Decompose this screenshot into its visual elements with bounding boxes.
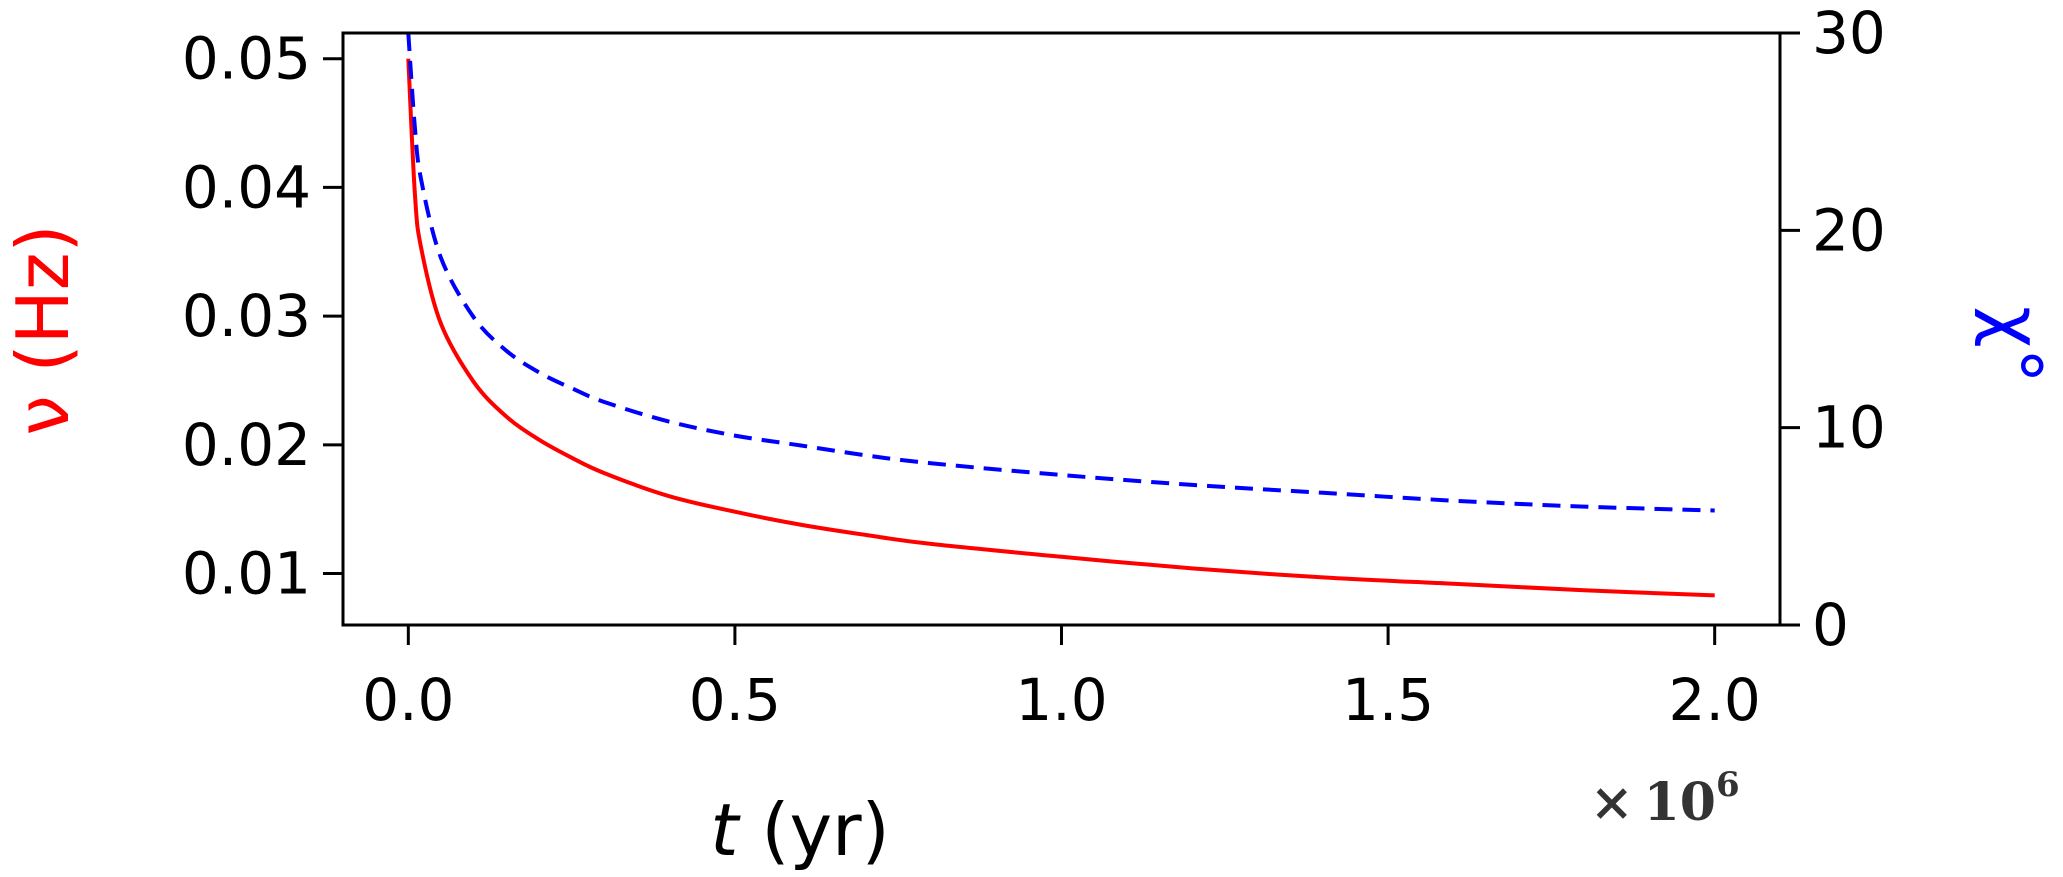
x-multiplier-sign: × bbox=[1590, 772, 1634, 833]
x-axis-title: t (yr) bbox=[710, 788, 890, 872]
x-tick-label: 2.0 bbox=[1669, 666, 1761, 734]
y-right-tick-label: 0 bbox=[1812, 591, 1849, 659]
y-left-tick-label: 0.05 bbox=[182, 25, 311, 93]
y-right-tick-label: 10 bbox=[1812, 394, 1886, 462]
y-right-tick-label: 20 bbox=[1812, 196, 1886, 264]
nu-series-line bbox=[406, 58, 1715, 598]
x-axis-title-variable: t bbox=[710, 788, 741, 872]
y-left-tick-label: 0.01 bbox=[182, 540, 311, 608]
x-multiplier-exponent: 6 bbox=[1716, 765, 1740, 805]
chi-series-line bbox=[406, 32, 1715, 513]
series-layer bbox=[406, 32, 1715, 598]
x-tick-label: 1.0 bbox=[1015, 666, 1107, 734]
y-left-tick-label: 0.02 bbox=[182, 411, 311, 479]
x-multiplier-base: 10 bbox=[1644, 772, 1716, 833]
x-tick-label: 1.5 bbox=[1342, 666, 1434, 734]
y-right-axis-title: χ° bbox=[1973, 306, 2057, 384]
x-tick-label: 0.0 bbox=[362, 666, 454, 734]
x-tick-label: 0.5 bbox=[689, 666, 781, 734]
y-left-axis-title: ν (Hz) bbox=[1, 224, 85, 435]
y-left-tick-label: 0.03 bbox=[182, 282, 311, 350]
y-right-tick-label: 30 bbox=[1812, 0, 1886, 67]
x-axis-multiplier: × 106 bbox=[1590, 765, 1740, 833]
axes-layer: 0.0 0.5 1.0 1.5 2.0 0.01 0.02 0.03 0.04 0.05 0 10 20… bbox=[182, 0, 1886, 734]
x-axis-title-unit: (yr) bbox=[738, 788, 889, 872]
y-left-tick-label: 0.04 bbox=[182, 153, 311, 221]
